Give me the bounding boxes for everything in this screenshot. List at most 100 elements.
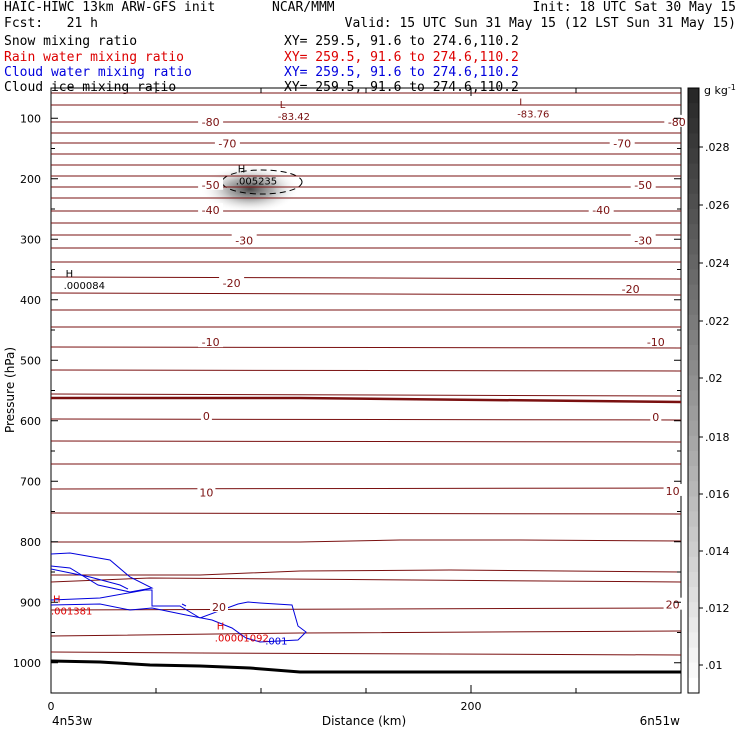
extremum-type-label: H bbox=[217, 621, 225, 632]
colorbar-segment bbox=[688, 511, 699, 528]
contour-label: -40 bbox=[592, 204, 610, 217]
colorbar-tick-label: .012 bbox=[705, 602, 730, 615]
colorbar-tick-label: .022 bbox=[705, 315, 730, 328]
colorbar-segment bbox=[688, 193, 699, 210]
field-name-cloudwater: Cloud water mixing ratio bbox=[4, 65, 192, 80]
contour-label-bg bbox=[643, 335, 669, 348]
model-title: HAIC-HIWC 13km ARW-GFS init bbox=[4, 0, 216, 15]
contour-label-bg bbox=[663, 597, 682, 610]
field-name-rain: Rain water mixing ratio bbox=[4, 50, 185, 65]
extremum-type-label: H bbox=[238, 165, 246, 176]
contour-label-bg bbox=[219, 275, 245, 288]
contour-label: -70 bbox=[218, 138, 236, 151]
colorbar-segment bbox=[688, 647, 699, 664]
colorbar-tick-label: .02 bbox=[705, 372, 723, 385]
colorbar-segment bbox=[688, 103, 699, 119]
colorbar-segment bbox=[688, 420, 699, 437]
colorbar-segment bbox=[688, 451, 699, 467]
temperature-contour-line bbox=[51, 276, 681, 280]
colorbar-segment bbox=[688, 163, 699, 180]
colorbar-segment bbox=[688, 677, 699, 694]
contour-label: 0 bbox=[652, 411, 659, 424]
zero-isotherm-line bbox=[51, 396, 681, 404]
colorbar-segment bbox=[688, 602, 699, 618]
colorbar-segment bbox=[688, 299, 699, 316]
extremum-type-label: L bbox=[280, 100, 286, 111]
contour-label: -30 bbox=[235, 234, 253, 247]
colorbar-segment bbox=[688, 466, 699, 482]
extremum-type-label: H bbox=[53, 595, 61, 606]
colorbar-segment bbox=[688, 481, 699, 497]
field-name-snow: Snow mixing ratio bbox=[4, 34, 138, 49]
x-endpoint-right: 6n51w bbox=[640, 714, 681, 728]
extremum-value-label: .00001092 bbox=[215, 633, 269, 644]
colorbar-segment bbox=[688, 390, 699, 407]
contour-label: -80 bbox=[668, 116, 686, 129]
y-axis-title: Pressure (hPa) bbox=[3, 347, 17, 433]
contour-label-bg bbox=[200, 408, 212, 421]
colorbar-segment bbox=[688, 662, 699, 679]
colorbar-frame bbox=[687, 87, 700, 694]
y-tick-label: 300 bbox=[20, 233, 41, 246]
colorbar-tick-label: .018 bbox=[705, 431, 730, 444]
x-axis: 0 200 bbox=[48, 88, 682, 713]
colorbar-segment bbox=[688, 360, 699, 376]
contour-label: -50 bbox=[202, 179, 220, 192]
colorbar-tick-label: .01 bbox=[705, 659, 723, 672]
colorbar-tick-label: .028 bbox=[705, 141, 730, 154]
contour-label-bg bbox=[630, 233, 656, 246]
contour-label: 10 bbox=[199, 487, 213, 500]
contour-label-bg bbox=[618, 281, 644, 294]
contour-label-bg bbox=[609, 136, 635, 149]
y-tick-label: 700 bbox=[20, 475, 41, 488]
surface-pressure-line bbox=[51, 659, 681, 674]
colorbar-segment bbox=[688, 526, 699, 543]
extremum-value-label: .000084 bbox=[64, 281, 105, 292]
y-tick-label: 100 bbox=[20, 112, 41, 125]
contour-label: -10 bbox=[202, 336, 220, 349]
temperature-contour-line bbox=[51, 569, 681, 576]
colorbar-tick-label: .024 bbox=[705, 257, 730, 270]
contour-label: -80 bbox=[202, 116, 220, 129]
y-tick-label: 800 bbox=[20, 536, 41, 549]
contour-label-bg bbox=[630, 177, 656, 190]
init-time: Init: 18 UTC Sat 30 May 15 bbox=[532, 0, 737, 15]
colorbar-segment bbox=[688, 269, 699, 286]
colorbar-segment bbox=[688, 632, 699, 649]
temperature-contours bbox=[51, 92, 681, 656]
contour-label: -70 bbox=[613, 138, 631, 151]
temperature-contour-line bbox=[51, 487, 681, 490]
cloud-water-contour-line bbox=[51, 589, 307, 643]
extremum-value-label: -83.42 bbox=[278, 112, 310, 123]
colorbar-segment bbox=[688, 284, 699, 301]
colorbar-segment bbox=[688, 209, 699, 225]
extrema-labels: L-83.42L-83.76H.005235H.000084H.001381H.… bbox=[51, 97, 549, 647]
contour-label-bg bbox=[198, 177, 224, 190]
colorbar: .028 .026 .024 .022 .02 .018 .016 .014 .012 .01 bbox=[687, 87, 730, 694]
temperature-contour-line bbox=[51, 418, 681, 421]
extremum-value-label: .001 bbox=[265, 636, 287, 647]
contour-label-bg bbox=[663, 483, 682, 496]
forecast-hour: Fcst: 21 h bbox=[4, 16, 98, 31]
y-tick-label: 200 bbox=[20, 173, 41, 186]
colorbar-segment bbox=[688, 496, 699, 513]
colorbar-segment bbox=[688, 118, 699, 134]
valid-time: Valid: 15 UTC Sun 31 May 15 (12 LST Sun … bbox=[344, 16, 736, 31]
temperature-contour-line bbox=[51, 346, 681, 349]
colorbar-segment bbox=[688, 133, 699, 150]
contour-label: -30 bbox=[634, 234, 652, 247]
colorbar-tick-label: .014 bbox=[705, 545, 730, 558]
contour-label-bg bbox=[198, 335, 224, 348]
contour-label: -20 bbox=[223, 277, 241, 290]
contour-labels: -80 -80 -70 -70 -50 -50 -40 -40 -30 -30 -20 -20 -10 -… bbox=[197, 114, 690, 614]
x-tick-label: 200 bbox=[461, 700, 482, 713]
y-tick-label: 1000 bbox=[13, 657, 41, 670]
colorbar-segment bbox=[688, 541, 699, 558]
contour-label-bg bbox=[231, 233, 257, 246]
extremum-value-label: .005235 bbox=[236, 177, 277, 188]
colorbar-segment bbox=[688, 178, 699, 195]
contour-label-bg bbox=[588, 203, 614, 216]
contour-label: -20 bbox=[622, 283, 640, 296]
contour-label-bg bbox=[197, 485, 216, 498]
